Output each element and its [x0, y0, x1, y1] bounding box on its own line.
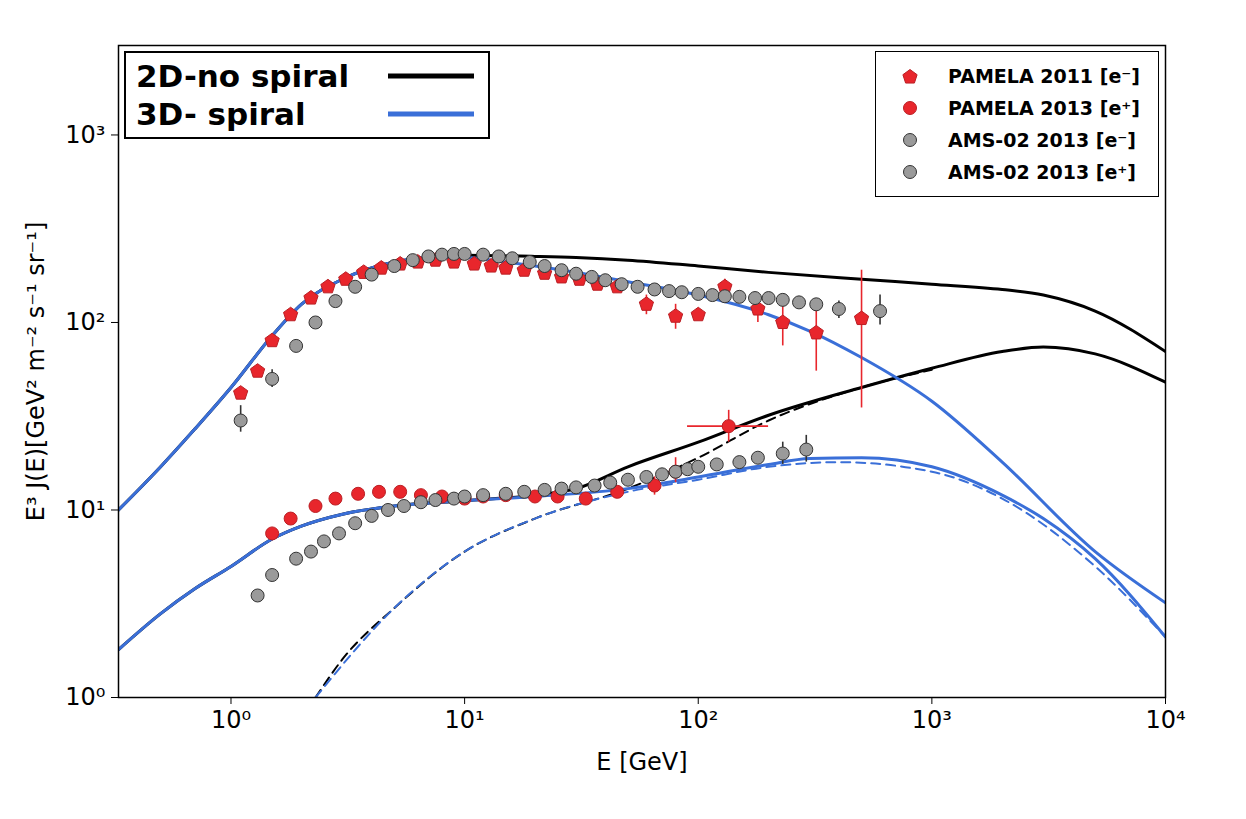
svg-text:10¹: 10¹: [445, 706, 485, 734]
svg-text:10¹: 10¹: [65, 496, 105, 524]
svg-text:10⁴: 10⁴: [1145, 706, 1185, 734]
svg-text:E³ J(E)[GeV² m⁻² s⁻¹ sr⁻¹]: E³ J(E)[GeV² m⁻² s⁻¹ sr⁻¹]: [22, 222, 50, 522]
html-text:AMS-02 2013 [e⁺]: AMS-02 2013 [e⁺]: [948, 161, 1136, 183]
svg-text:10⁰: 10⁰: [211, 706, 251, 734]
svg-text:10³: 10³: [912, 706, 952, 734]
svg-text:10²: 10²: [65, 308, 105, 336]
html-text:2D-no spiral: 2D-no spiral: [136, 58, 349, 94]
svg-text:10⁰: 10⁰: [65, 683, 105, 711]
html-text:PAMELA 2013 [e⁺]: PAMELA 2013 [e⁺]: [948, 97, 1140, 119]
html-text:AMS-02 2013 [e⁻]: AMS-02 2013 [e⁻]: [948, 129, 1136, 151]
svg-text:E [GeV]: E [GeV]: [596, 748, 687, 776]
html-text:3D- spiral: 3D- spiral: [136, 96, 306, 132]
svg-text:10³: 10³: [65, 121, 105, 149]
html-text:PAMELA 2011 [e⁻]: PAMELA 2011 [e⁻]: [948, 65, 1140, 87]
svg-text:10²: 10²: [678, 706, 718, 734]
